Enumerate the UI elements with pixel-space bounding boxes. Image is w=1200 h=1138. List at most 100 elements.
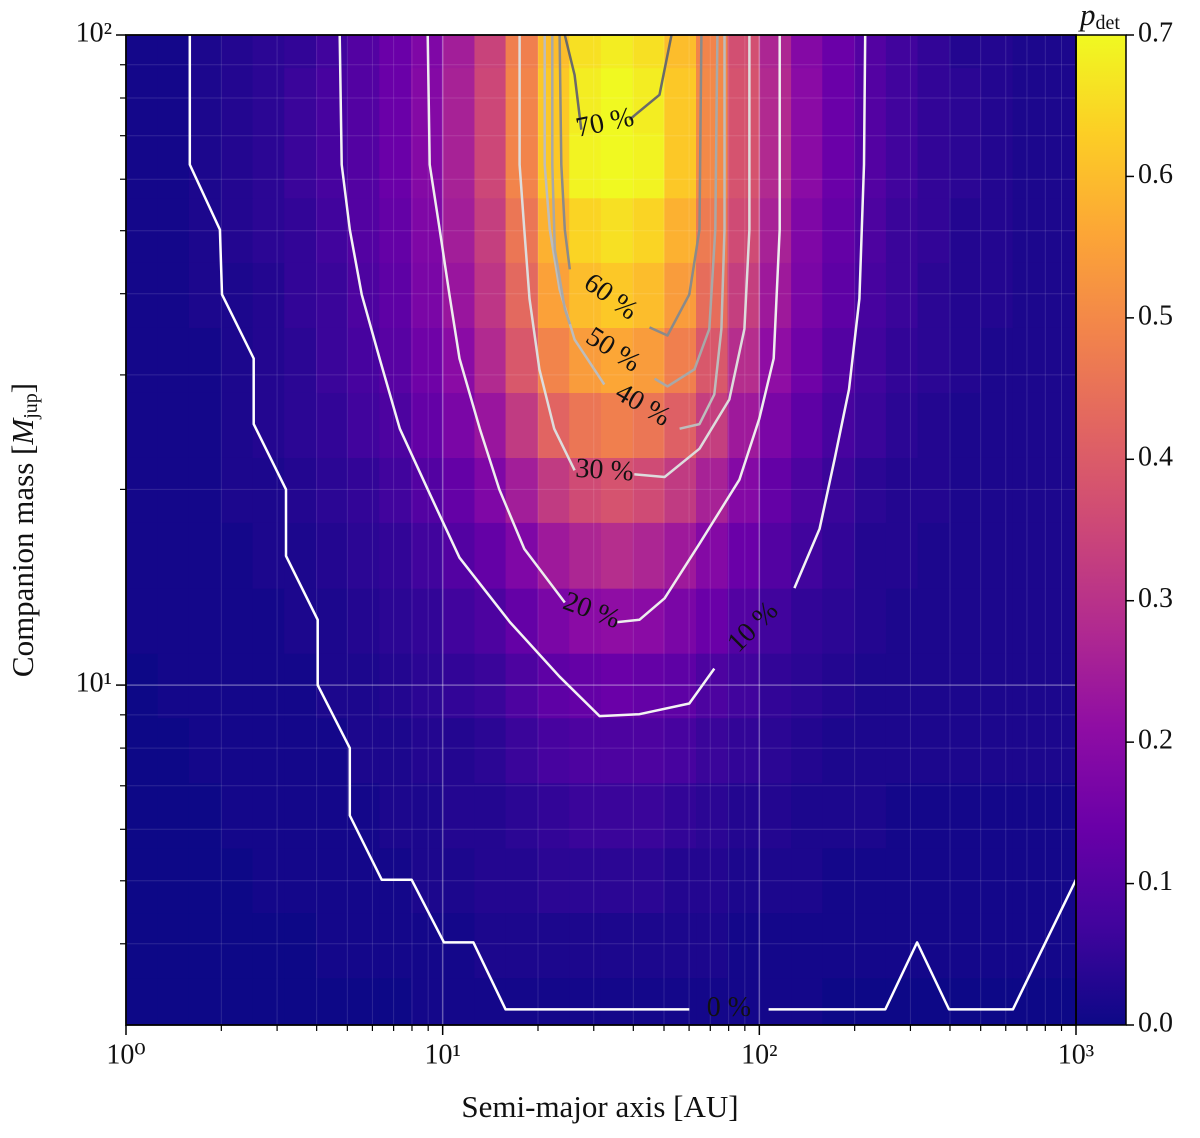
heatmap-cell <box>252 782 285 849</box>
heatmap-cell <box>505 588 539 654</box>
heatmap-cell <box>284 977 317 1025</box>
heatmap-cell <box>188 912 222 979</box>
heatmap-cell <box>537 588 570 654</box>
heatmap-cell <box>410 977 444 1025</box>
heatmap-cell <box>664 67 697 134</box>
heatmap-cell <box>1044 588 1076 654</box>
heatmap-cell <box>221 392 254 458</box>
heatmap-cell <box>949 197 982 263</box>
heatmap-cell <box>600 392 634 458</box>
heatmap-cell <box>1044 67 1076 134</box>
heatmap-cell <box>284 262 317 328</box>
colorbar-tick-label: 0.1 <box>1138 866 1173 897</box>
heatmap-cell <box>474 522 507 589</box>
heatmap-cell <box>347 67 380 134</box>
heatmap-cell <box>917 912 950 979</box>
heatmap-cell <box>442 653 476 719</box>
heatmap-cell <box>791 197 823 263</box>
heatmap <box>126 35 1076 1025</box>
heatmap-cell <box>442 35 476 69</box>
heatmap-cell <box>854 522 887 589</box>
y-axis-label: Companion mass [Mjup] <box>5 383 41 677</box>
heatmap-cell <box>252 35 285 69</box>
heatmap-cell <box>600 522 634 589</box>
contour-line <box>543 35 726 430</box>
heatmap-cell <box>157 847 190 914</box>
heatmap-cell <box>315 197 349 263</box>
heatmap-cell <box>284 522 317 589</box>
heatmap-cell <box>410 912 444 979</box>
heatmap-cell <box>505 327 539 393</box>
heatmap-cell <box>188 522 222 589</box>
heatmap-cell <box>474 197 507 263</box>
heatmap-cell <box>727 782 760 849</box>
colorbar-tick-label: 0.2 <box>1138 725 1173 756</box>
heatmap-cell <box>759 457 792 523</box>
heatmap-cell <box>1044 912 1076 979</box>
heatmap-cell <box>980 457 1014 523</box>
heatmap-cell <box>284 327 317 393</box>
heatmap-cell <box>854 327 887 393</box>
heatmap-cell <box>1044 717 1076 784</box>
heatmap-cell <box>347 262 380 328</box>
heatmap-cell <box>727 977 760 1025</box>
heatmap-cell <box>791 132 823 199</box>
heatmap-cell <box>917 522 950 589</box>
heatmap-cell <box>822 847 856 914</box>
heatmap-cell <box>221 132 254 199</box>
heatmap-cell <box>221 782 254 849</box>
heatmap-cell <box>664 912 697 979</box>
heatmap-cell <box>474 35 507 69</box>
heatmap-cell <box>126 457 159 523</box>
heatmap-cell <box>126 977 159 1025</box>
heatmap-cell <box>315 653 349 719</box>
heatmap-cell <box>188 457 222 523</box>
heatmap-cell <box>252 653 285 719</box>
heatmap-cell <box>980 67 1014 134</box>
heatmap-cell <box>188 847 222 914</box>
heatmap-cell <box>791 653 823 719</box>
heatmap-cell <box>949 35 982 69</box>
y-tick-label: 10² <box>76 17 112 48</box>
heatmap-cell <box>759 717 792 784</box>
heatmap-cell <box>252 262 285 328</box>
heatmap-cell <box>759 392 792 458</box>
heatmap-cell <box>822 782 856 849</box>
heatmap-cell <box>1044 653 1076 719</box>
colorbar-symbol: p <box>1078 0 1096 32</box>
heatmap-cell <box>854 717 887 784</box>
heatmap-cell <box>1012 653 1045 719</box>
heatmap-cell <box>885 392 919 458</box>
heatmap-cell <box>791 67 823 134</box>
heatmap-cell <box>949 132 982 199</box>
heatmap-cell <box>791 588 823 654</box>
heatmap-cell <box>157 35 190 69</box>
heatmap-cell <box>569 847 602 914</box>
heatmap-cell <box>632 977 665 1025</box>
heatmap-cell <box>696 457 729 523</box>
heatmap-cell <box>600 977 634 1025</box>
heatmap-cell <box>379 262 412 328</box>
heatmap-cell <box>379 653 412 719</box>
heatmap-cell <box>126 717 159 784</box>
y-label-text: Companion mass [ <box>5 445 40 678</box>
heatmap-cell <box>949 67 982 134</box>
heatmap-cell <box>188 327 222 393</box>
heatmap-cell <box>600 717 634 784</box>
heatmap-cell <box>379 67 412 134</box>
heatmap-cell <box>949 522 982 589</box>
heatmap-cell <box>474 847 507 914</box>
heatmap-cell <box>917 197 950 263</box>
heatmap-cell <box>442 132 476 199</box>
heatmap-cell <box>854 35 887 69</box>
heatmap-cell <box>315 912 349 979</box>
heatmap-cell <box>126 847 159 914</box>
heatmap-cell <box>410 782 444 849</box>
heatmap-cell <box>442 847 476 914</box>
heatmap-cell <box>917 262 950 328</box>
heatmap-cell <box>379 327 412 393</box>
heatmap-cell <box>569 717 602 784</box>
heatmap-cell <box>379 392 412 458</box>
colorbar-tick-label: 0.0 <box>1138 1007 1173 1038</box>
contour-line <box>338 35 867 718</box>
